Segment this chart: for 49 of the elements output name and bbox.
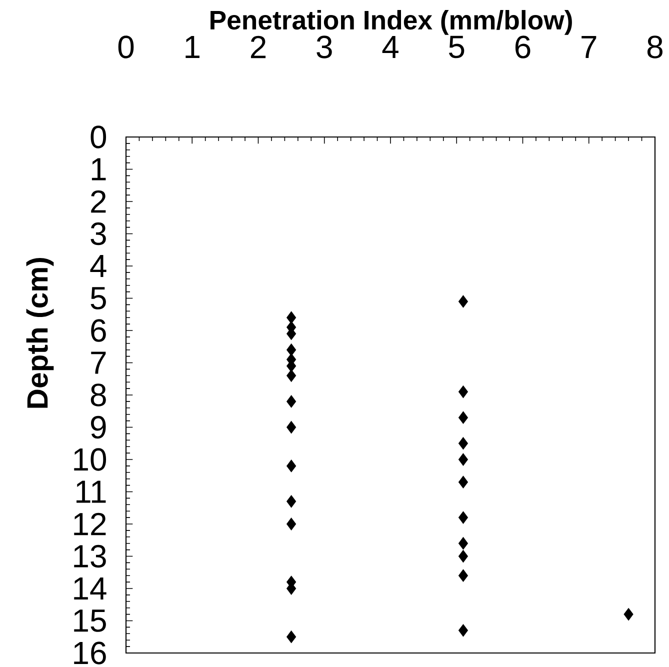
point <box>458 569 468 582</box>
y-tick-label: 2 <box>91 190 106 213</box>
point <box>286 630 296 644</box>
x-tick-label: 1 <box>186 36 200 58</box>
point <box>458 511 468 524</box>
x-tick-label: 0 <box>118 36 134 58</box>
point <box>458 550 468 563</box>
y-tick-label: 8 <box>90 384 106 406</box>
y-tick-label: 14 <box>74 577 106 600</box>
y-tick-label: 7 <box>91 352 106 374</box>
point <box>286 344 296 356</box>
x-tick-label: 6 <box>515 36 530 58</box>
x-tick-label: 3 <box>316 36 332 58</box>
y-tick-label: 9 <box>91 416 106 439</box>
y-tick-label: 6 <box>91 319 106 342</box>
y-tick-label: 12 <box>74 512 106 536</box>
point <box>458 386 468 398</box>
y-tick-label: 3 <box>90 222 106 246</box>
point <box>458 537 468 550</box>
point <box>458 411 468 424</box>
x-tick-label: 2 <box>250 36 266 58</box>
x-tick-label: 7 <box>582 36 596 58</box>
point <box>286 460 296 472</box>
point <box>458 453 468 466</box>
point <box>286 495 296 508</box>
point <box>286 420 296 434</box>
y-tick-label: 4 <box>90 254 106 278</box>
x-tick-label: 8 <box>647 36 662 58</box>
point <box>458 476 468 488</box>
y-tick-label: 5 <box>90 287 106 310</box>
y-tick-label: 13 <box>74 544 106 568</box>
x-tick-label: 5 <box>448 36 464 58</box>
y-tick-label: 15 <box>74 610 106 632</box>
point <box>458 437 468 450</box>
point <box>286 518 296 530</box>
y-tick-label: 0 <box>90 126 106 148</box>
y-tick-label: 16 <box>74 642 106 664</box>
y-axis-title: Depth (cm) <box>26 258 54 408</box>
y-tick-label: 10 <box>74 448 106 471</box>
point <box>286 369 296 382</box>
x-axis-title: Penetration Index (mm/blow) <box>210 10 572 35</box>
x-tick-label: 4 <box>382 36 398 58</box>
point <box>624 608 634 621</box>
y-tick-label: 1 <box>92 158 106 180</box>
point <box>286 311 296 324</box>
y-tick-label: 11 <box>76 480 106 503</box>
point <box>286 395 296 408</box>
point <box>458 295 468 308</box>
point <box>458 624 468 637</box>
